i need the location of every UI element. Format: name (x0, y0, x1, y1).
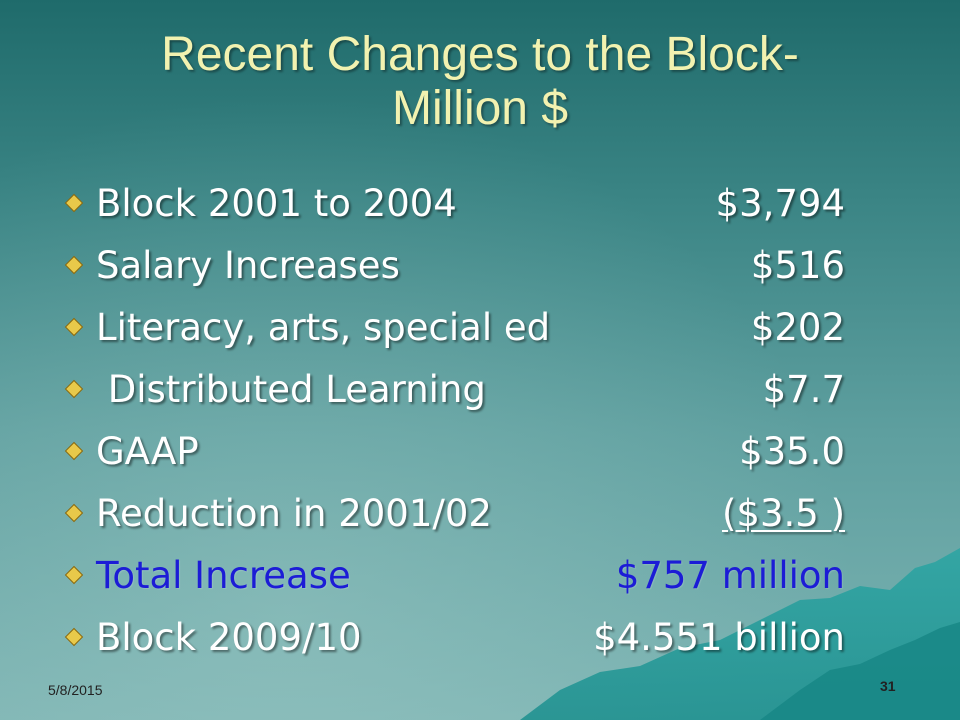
diamond-bullet-icon (60, 375, 88, 403)
title-line-1: Recent Changes to the Block- (161, 28, 799, 81)
diamond-bullet-icon (60, 623, 88, 651)
diamond-bullet-icon (60, 251, 88, 279)
footer-date: 5/8/2015 (48, 682, 103, 698)
list-item: Salary Increases $516 (60, 234, 845, 296)
item-label: Total Increase (96, 553, 351, 597)
title-line-2: Million $ (391, 82, 569, 135)
list-item: Distributed Learning $7.7 (60, 358, 845, 420)
list-item-total: Total Increase $757 million (60, 544, 845, 606)
diamond-bullet-icon (60, 313, 88, 341)
slide-number: 31 (880, 678, 896, 694)
bullet-list: Block 2001 to 2004 $3,794 Salary Increas… (60, 172, 845, 668)
list-item: Block 2001 to 2004 $3,794 (60, 172, 845, 234)
item-value: $3,794 (715, 181, 845, 225)
item-value: $7.7 (762, 367, 845, 411)
diamond-bullet-icon (60, 499, 88, 527)
item-value: $35.0 (739, 429, 845, 473)
diamond-bullet-icon (60, 189, 88, 217)
list-item: Block 2009/10 $4.551 billion (60, 606, 845, 668)
item-label: Block 2001 to 2004 (96, 181, 457, 225)
item-label: Block 2009/10 (96, 615, 362, 659)
item-label: Reduction in 2001/02 (96, 491, 492, 535)
item-value: $4.551 billion (593, 615, 845, 659)
item-value: ($3.5 ) (721, 491, 845, 535)
list-item: Literacy, arts, special ed $202 (60, 296, 845, 358)
slide-title: Recent Changes to the Block- Million $ (80, 28, 880, 136)
item-label: Salary Increases (96, 243, 400, 287)
item-value: $202 (750, 305, 845, 349)
item-value: $516 (750, 243, 845, 287)
item-label: Literacy, arts, special ed (96, 305, 551, 349)
item-label: Distributed Learning (96, 367, 486, 411)
diamond-bullet-icon (60, 437, 88, 465)
diamond-bullet-icon (60, 561, 88, 589)
list-item: GAAP $35.0 (60, 420, 845, 482)
item-label: GAAP (96, 429, 199, 473)
item-value: $757 million (615, 553, 845, 597)
list-item: Reduction in 2001/02 ($3.5 ) (60, 482, 845, 544)
